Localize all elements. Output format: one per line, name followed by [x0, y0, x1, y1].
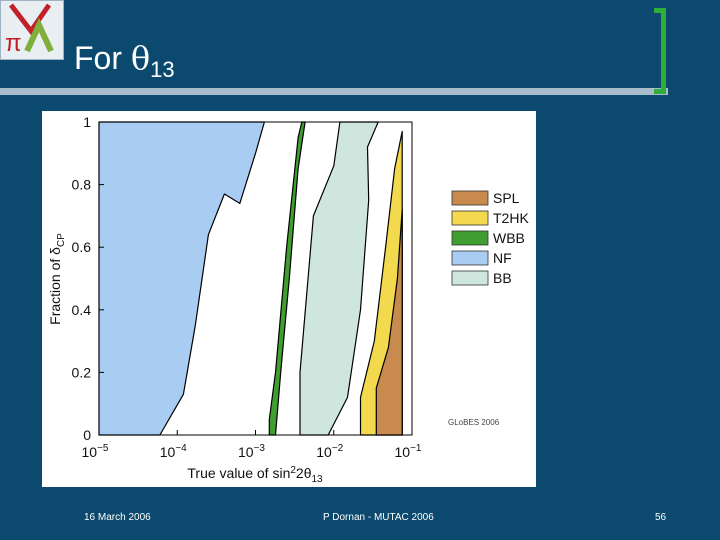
legend-swatch-t2hk: [451, 210, 489, 226]
title-text: For: [74, 40, 131, 76]
plot-frame: [98, 121, 413, 436]
title-rule: [0, 88, 668, 95]
chart-areas: [98, 121, 403, 436]
legend-label-nf: NF: [493, 250, 512, 266]
x-axis-label: True value of sin22θ13: [187, 465, 323, 485]
x-tick-label: 10−5: [82, 443, 109, 460]
title-theta: θ: [130, 39, 151, 77]
x-tick-label: 10−4: [160, 443, 187, 460]
globes-credit: GLoBES 2006: [448, 418, 500, 427]
y-tick-label: 0.4: [72, 302, 92, 318]
y-tick-label: 0.6: [72, 239, 92, 255]
y-tick-label: 1: [83, 114, 91, 130]
legend-swatch-wbb: [451, 230, 489, 246]
y-tick-label: 0: [83, 427, 91, 443]
title-subscript: 13: [150, 57, 175, 82]
chart-svg: 0 0.2 0.4 0.6 0.8 1 10−5 10−4 10−3 10−2 10−1 True…: [47, 114, 529, 485]
legend-swatch-spl: [451, 190, 489, 206]
y-axis-label: Fraction of δCP: [47, 233, 67, 325]
area-bb: [299, 121, 379, 436]
logo-graphic: π: [5, 3, 54, 57]
x-tick-label: 10−3: [238, 443, 265, 460]
x-tick-label: 10−2: [316, 443, 343, 460]
y-axis-ticks: 0 0.2 0.4 0.6 0.8 1: [72, 114, 104, 443]
legend-label-t2hk: T2HK: [493, 210, 529, 226]
footer-page-number: 56: [655, 512, 667, 523]
slide-title: For θ13: [74, 38, 175, 90]
y-tick-label: 0.2: [72, 364, 92, 380]
legend-swatch-nf: [451, 250, 489, 266]
decorative-bracket: [654, 8, 666, 94]
chart-legend: SPL T2HK WBB NF BB: [451, 190, 529, 286]
y-tick-label: 0.8: [72, 177, 92, 193]
legend-label-spl: SPL: [493, 190, 520, 206]
legend-swatch-bb: [451, 270, 489, 286]
logo-pi-mark: π: [5, 30, 22, 57]
legend-label-wbb: WBB: [493, 230, 525, 246]
area-nf: [98, 121, 265, 436]
footer-date: 16 March 2006: [84, 512, 151, 523]
logo: π: [0, 0, 64, 60]
chart-figure: 0 0.2 0.4 0.6 0.8 1 10−5 10−4 10−3 10−2 10−1 True…: [42, 111, 536, 487]
footer-author: P Dornan - MUTAC 2006: [323, 512, 434, 523]
logo-nu-mark: [9, 3, 52, 36]
x-tick-label: 10−1: [395, 443, 422, 460]
legend-label-bb: BB: [493, 270, 512, 286]
logo-mu-mark: [24, 17, 54, 53]
